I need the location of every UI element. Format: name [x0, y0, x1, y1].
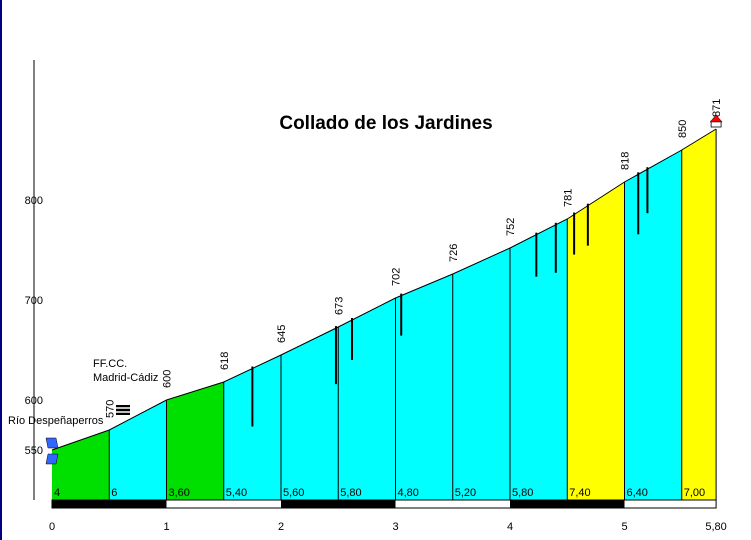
- summit-icon: [709, 114, 723, 123]
- x-tick-label: 0: [49, 521, 55, 533]
- elevation-label: 818: [620, 152, 632, 170]
- river-icon: [45, 437, 59, 449]
- segment-fill-4: [281, 327, 339, 500]
- gradient-label: 7,40: [569, 487, 590, 499]
- segment-fill-8: [510, 219, 568, 500]
- segment-fill-3: [223, 355, 281, 500]
- km-bar-block: [281, 500, 396, 508]
- elevation-label: 871: [711, 99, 723, 117]
- gradient-label: 6: [111, 487, 117, 499]
- elevation-labels: 570 600 618 645 673 702 726 752 781 818 850 871: [104, 99, 723, 418]
- x-tick-label: 3: [392, 521, 398, 533]
- railway-icon: [116, 405, 130, 415]
- segment-fill-0: [52, 430, 110, 500]
- x-tick-label: 5: [621, 521, 627, 533]
- railway-annotation: Madrid-Cádiz: [93, 372, 158, 384]
- gradient-label: 6,40: [627, 487, 648, 499]
- x-tick-label: 1: [163, 521, 169, 533]
- x-tick-label: 2: [278, 521, 284, 533]
- elevation-label: 600: [162, 370, 174, 388]
- gradient-labels: 4 6 3,60 5,40 5,60 5,80 4,80 5,20 5,80 7,40 6,40 7,…: [54, 487, 705, 499]
- gradient-label: 5,80: [340, 487, 361, 499]
- elevation-label: 752: [505, 218, 517, 236]
- segment-fill-2: [166, 382, 224, 500]
- gradient-label: 4,80: [398, 487, 419, 499]
- gradient-label: 5,80: [512, 487, 533, 499]
- gradient-label: 5,60: [283, 487, 304, 499]
- river-annotation: Río Despeñaperros: [8, 415, 104, 427]
- segment-fill-9: [567, 182, 625, 500]
- gradient-label: 3,60: [169, 487, 190, 499]
- y-tick-label: 550: [25, 445, 43, 457]
- elevation-label: 850: [677, 120, 689, 138]
- gradient-label: 7,00: [684, 487, 705, 499]
- map-icons: [45, 114, 723, 465]
- y-tick-labels: 550 600 700 800: [25, 195, 43, 457]
- x-tick-label: 4: [507, 521, 513, 533]
- railway-annotation: FF.CC.: [93, 358, 127, 370]
- elevation-label: 645: [276, 325, 288, 343]
- profile-line: [51, 128, 717, 451]
- segment-fill-1: [109, 400, 167, 500]
- chart-title: Collado de los Jardines: [279, 113, 492, 134]
- elevation-label: 781: [562, 189, 574, 207]
- x-tick-label: 5,80: [705, 521, 726, 533]
- km-scale-bar: [51, 499, 717, 509]
- km-bar-block: [510, 500, 625, 508]
- segment-fill-10: [624, 150, 682, 500]
- annotations: Río Despeñaperros FF.CC. Madrid-Cádiz: [8, 358, 158, 427]
- y-tick-label: 600: [25, 395, 43, 407]
- elevation-label: 726: [448, 244, 460, 262]
- elevation-label: 570: [104, 400, 116, 418]
- segment-fill-6: [395, 274, 453, 500]
- gradient-label: 5,20: [455, 487, 476, 499]
- gradient-label: 4: [54, 487, 60, 499]
- river-icon: [45, 453, 59, 465]
- gradient-label: 5,40: [226, 487, 247, 499]
- segment-fills: [52, 129, 717, 500]
- elevation-label: 618: [219, 352, 231, 370]
- hairpin-markers: [251, 167, 649, 427]
- segment-fill-11: [681, 129, 717, 500]
- profile-outline: [51, 128, 717, 451]
- segment-fill-7: [452, 248, 510, 500]
- segment-fill-5: [338, 298, 396, 500]
- x-tick-labels: 0 1 2 3 4 5 5,80: [49, 521, 727, 533]
- y-tick-label: 700: [25, 295, 43, 307]
- elevation-label: 702: [391, 268, 403, 286]
- window-left-edge: [0, 0, 2, 540]
- elevation-label: 673: [333, 297, 345, 315]
- y-tick-label: 800: [25, 195, 43, 207]
- segment-dividers: [108, 129, 717, 500]
- km-bar-block: [52, 500, 167, 508]
